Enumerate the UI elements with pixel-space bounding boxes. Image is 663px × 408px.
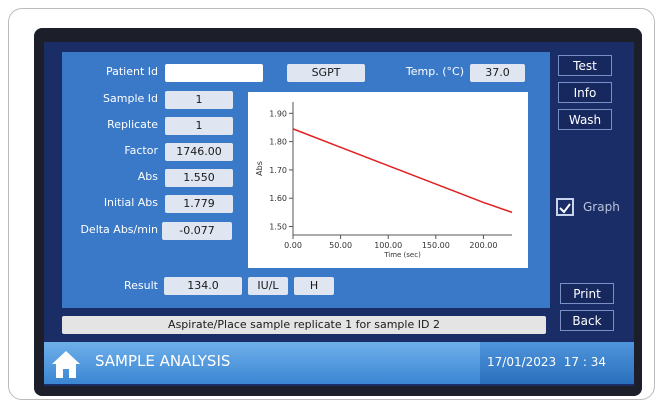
field-value: 1.550 bbox=[165, 169, 233, 187]
field-label: Sample Id bbox=[48, 92, 158, 105]
temperature-label: Temp. (°C) bbox=[354, 65, 464, 78]
result-label: Result bbox=[48, 279, 158, 292]
field-value: -0.077 bbox=[162, 222, 232, 240]
info-button[interactable]: Info bbox=[558, 82, 612, 103]
chart: 1.50 1.60 1.70 1.80 1.90 0.00 50.00 100.00 150.0… bbox=[248, 92, 528, 268]
result-value: 134.0 bbox=[164, 277, 242, 295]
test-button[interactable]: Test bbox=[558, 55, 612, 76]
field-value: 1 bbox=[165, 91, 233, 109]
message-bar: Aspirate/Place sample replicate 1 for sa… bbox=[62, 316, 546, 334]
x-tick-label: 150.00 bbox=[422, 241, 450, 250]
x-tick-label: 0.00 bbox=[284, 241, 302, 250]
field-label: Delta Abs/min bbox=[48, 223, 158, 236]
x-tick-label: 100.00 bbox=[374, 241, 402, 250]
result-flag: H bbox=[294, 277, 334, 295]
x-axis-label: Time (sec) bbox=[383, 251, 421, 259]
footer-title: SAMPLE ANALYSIS bbox=[95, 352, 230, 370]
wash-button[interactable]: Wash bbox=[558, 109, 612, 130]
y-tick-label: 1.80 bbox=[269, 138, 287, 147]
y-tick-label: 1.90 bbox=[269, 109, 287, 118]
field-label: Replicate bbox=[48, 118, 158, 131]
field-value: 1.779 bbox=[165, 195, 233, 213]
y-tick-label: 1.50 bbox=[269, 223, 287, 232]
screen-photo: Patient Id SGPT Temp. (°C) 37.0 1.501.60… bbox=[0, 0, 663, 408]
x-tick-label: 200.00 bbox=[469, 241, 497, 250]
field-label: Factor bbox=[48, 144, 158, 157]
result-unit: IU/L bbox=[248, 277, 288, 295]
print-button[interactable]: Print bbox=[560, 283, 614, 304]
home-icon[interactable] bbox=[50, 348, 82, 380]
back-button[interactable]: Back bbox=[560, 310, 614, 331]
datetime: 17/01/2023 17 : 34 bbox=[487, 355, 606, 369]
y-axis-label: Abs bbox=[255, 161, 264, 176]
check-mark bbox=[558, 201, 572, 215]
y-tick-label: 1.70 bbox=[269, 166, 287, 175]
patient-id-label: Patient Id bbox=[48, 65, 158, 78]
x-tick-label: 50.00 bbox=[329, 241, 352, 250]
field-value: 1746.00 bbox=[165, 143, 233, 161]
temperature-value: 37.0 bbox=[470, 64, 525, 82]
graph-checkbox[interactable] bbox=[556, 198, 574, 216]
field-label: Abs bbox=[48, 170, 158, 183]
y-tick-label: 1.60 bbox=[269, 194, 287, 203]
field-value: 1 bbox=[165, 117, 233, 135]
field-label: Initial Abs bbox=[48, 196, 158, 209]
graph-label: Graph bbox=[583, 200, 620, 214]
patient-id-input[interactable] bbox=[165, 64, 263, 82]
